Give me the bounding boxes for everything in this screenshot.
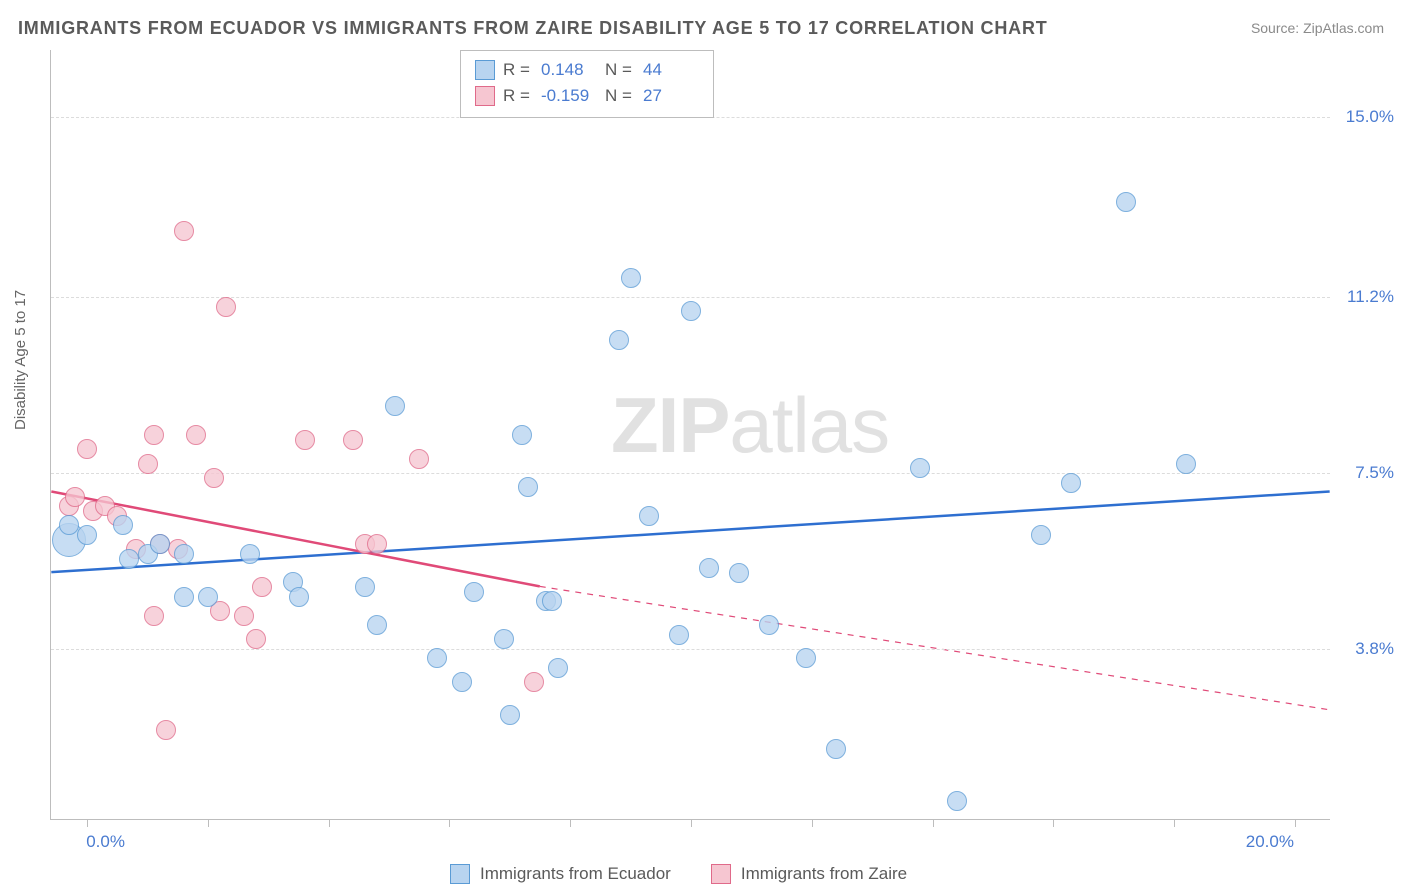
data-point xyxy=(729,563,749,583)
grid-line xyxy=(51,297,1330,298)
data-point xyxy=(216,297,236,317)
data-point xyxy=(367,534,387,554)
series-legend: Immigrants from Ecuador Immigrants from … xyxy=(450,864,907,884)
data-point xyxy=(186,425,206,445)
data-point xyxy=(621,268,641,288)
data-point xyxy=(59,515,79,535)
data-point xyxy=(427,648,447,668)
data-point xyxy=(204,468,224,488)
data-point xyxy=(355,577,375,597)
data-point xyxy=(452,672,472,692)
grid-line xyxy=(51,649,1330,650)
data-point xyxy=(669,625,689,645)
data-point xyxy=(144,606,164,626)
data-point xyxy=(409,449,429,469)
watermark: ZIPatlas xyxy=(611,380,889,471)
data-point xyxy=(494,629,514,649)
legend-swatch-zaire-bottom xyxy=(711,864,731,884)
data-point xyxy=(367,615,387,635)
legend-swatch-zaire xyxy=(475,86,495,106)
data-point xyxy=(699,558,719,578)
data-point xyxy=(1116,192,1136,212)
legend-row-ecuador: R = 0.148 N = 44 xyxy=(475,57,699,83)
x-tick xyxy=(1174,819,1175,827)
data-point xyxy=(1031,525,1051,545)
y-tick-label: 7.5% xyxy=(1355,463,1394,483)
data-point xyxy=(542,591,562,611)
data-point xyxy=(681,301,701,321)
plot-area: ZIPatlas xyxy=(50,50,1330,820)
data-point xyxy=(759,615,779,635)
data-point xyxy=(174,221,194,241)
x-tick xyxy=(933,819,934,827)
data-point xyxy=(77,439,97,459)
data-point xyxy=(910,458,930,478)
data-point xyxy=(464,582,484,602)
data-point xyxy=(609,330,629,350)
data-point xyxy=(639,506,659,526)
data-point xyxy=(150,534,170,554)
x-tick xyxy=(1053,819,1054,827)
data-point xyxy=(343,430,363,450)
legend-row-zaire: R = -0.159 N = 27 xyxy=(475,83,699,109)
x-tick xyxy=(812,819,813,827)
data-point xyxy=(77,525,97,545)
data-point xyxy=(198,587,218,607)
data-point xyxy=(1176,454,1196,474)
data-point xyxy=(138,454,158,474)
data-point xyxy=(240,544,260,564)
data-point xyxy=(119,549,139,569)
x-tick-label: 20.0% xyxy=(1246,832,1294,852)
data-point xyxy=(234,606,254,626)
y-axis-label: Disability Age 5 to 17 xyxy=(12,290,29,430)
data-point xyxy=(385,396,405,416)
legend-swatch-ecuador-bottom xyxy=(450,864,470,884)
data-point xyxy=(295,430,315,450)
data-point xyxy=(289,587,309,607)
x-tick xyxy=(329,819,330,827)
data-point xyxy=(156,720,176,740)
data-point xyxy=(174,544,194,564)
data-point xyxy=(65,487,85,507)
x-tick-label: 0.0% xyxy=(86,832,125,852)
legend-item-zaire: Immigrants from Zaire xyxy=(711,864,907,884)
data-point xyxy=(144,425,164,445)
data-point xyxy=(518,477,538,497)
x-tick xyxy=(87,819,88,827)
data-point xyxy=(524,672,544,692)
trend-lines xyxy=(51,50,1330,819)
x-tick xyxy=(208,819,209,827)
data-point xyxy=(512,425,532,445)
x-tick xyxy=(449,819,450,827)
data-point xyxy=(947,791,967,811)
grid-line xyxy=(51,473,1330,474)
chart-title: IMMIGRANTS FROM ECUADOR VS IMMIGRANTS FR… xyxy=(18,18,1048,39)
data-point xyxy=(500,705,520,725)
data-point xyxy=(252,577,272,597)
correlation-legend: R = 0.148 N = 44 R = -0.159 N = 27 xyxy=(460,50,714,118)
chart-source: Source: ZipAtlas.com xyxy=(1251,20,1384,36)
data-point xyxy=(1061,473,1081,493)
data-point xyxy=(796,648,816,668)
data-point xyxy=(246,629,266,649)
y-tick-label: 3.8% xyxy=(1355,639,1394,659)
x-tick xyxy=(1295,819,1296,827)
data-point xyxy=(113,515,133,535)
x-tick xyxy=(691,819,692,827)
data-point xyxy=(826,739,846,759)
data-point xyxy=(548,658,568,678)
legend-swatch-ecuador xyxy=(475,60,495,80)
y-tick-label: 15.0% xyxy=(1346,107,1394,127)
data-point xyxy=(174,587,194,607)
x-tick xyxy=(570,819,571,827)
legend-item-ecuador: Immigrants from Ecuador xyxy=(450,864,671,884)
y-tick-label: 11.2% xyxy=(1347,287,1394,307)
